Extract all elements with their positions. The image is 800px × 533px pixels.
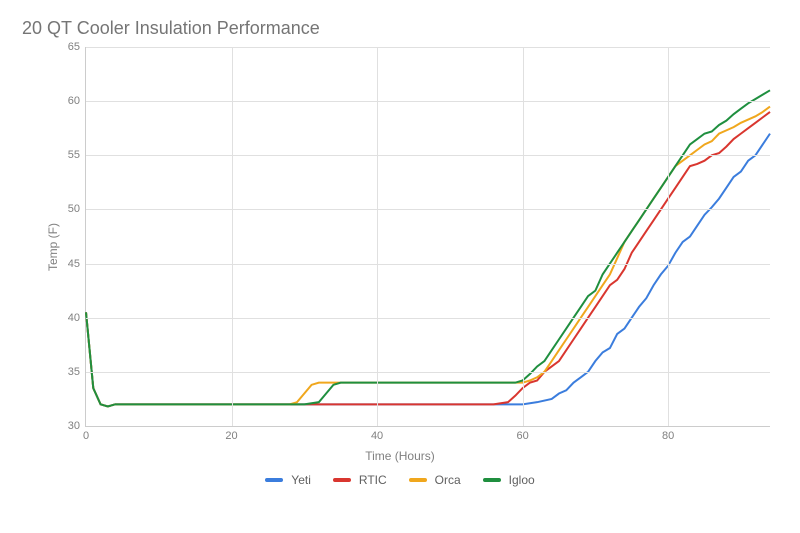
y-tick-label: 65 [68,41,86,53]
y-axis-title: Temp (F) [46,223,60,271]
plot-zone: Temp (F) 3035404550556065020406080 [65,47,770,447]
y-tick-label: 55 [68,149,86,161]
y-tick-label: 35 [68,366,86,378]
legend-swatch [265,478,283,482]
legend-item-igloo: Igloo [483,473,535,487]
x-tick-label: 80 [662,426,674,442]
grid-line-vertical [232,47,233,426]
chart-container: 20 QT Cooler Insulation Performance Temp… [0,0,800,533]
legend-item-yeti: Yeti [265,473,311,487]
y-tick-label: 60 [68,95,86,107]
legend-swatch [409,478,427,482]
legend-swatch [333,478,351,482]
chart-title: 20 QT Cooler Insulation Performance [22,18,780,39]
grid-line-vertical [523,47,524,426]
x-tick-label: 20 [225,426,237,442]
legend-item-orca: Orca [409,473,461,487]
x-tick-label: 0 [83,426,89,442]
legend-label: Yeti [291,473,311,487]
grid-line-vertical [668,47,669,426]
legend-label: Orca [435,473,461,487]
x-tick-label: 60 [516,426,528,442]
legend-swatch [483,478,501,482]
x-axis-title: Time (Hours) [20,449,780,463]
y-tick-label: 40 [68,312,86,324]
y-tick-label: 45 [68,258,86,270]
legend-label: Igloo [509,473,535,487]
legend-item-rtic: RTIC [333,473,387,487]
legend: Yeti RTIC Orca Igloo [20,473,780,487]
legend-label: RTIC [359,473,387,487]
plot-area: 3035404550556065020406080 [85,47,770,427]
y-tick-label: 50 [68,203,86,215]
x-tick-label: 40 [371,426,383,442]
grid-line-vertical [377,47,378,426]
